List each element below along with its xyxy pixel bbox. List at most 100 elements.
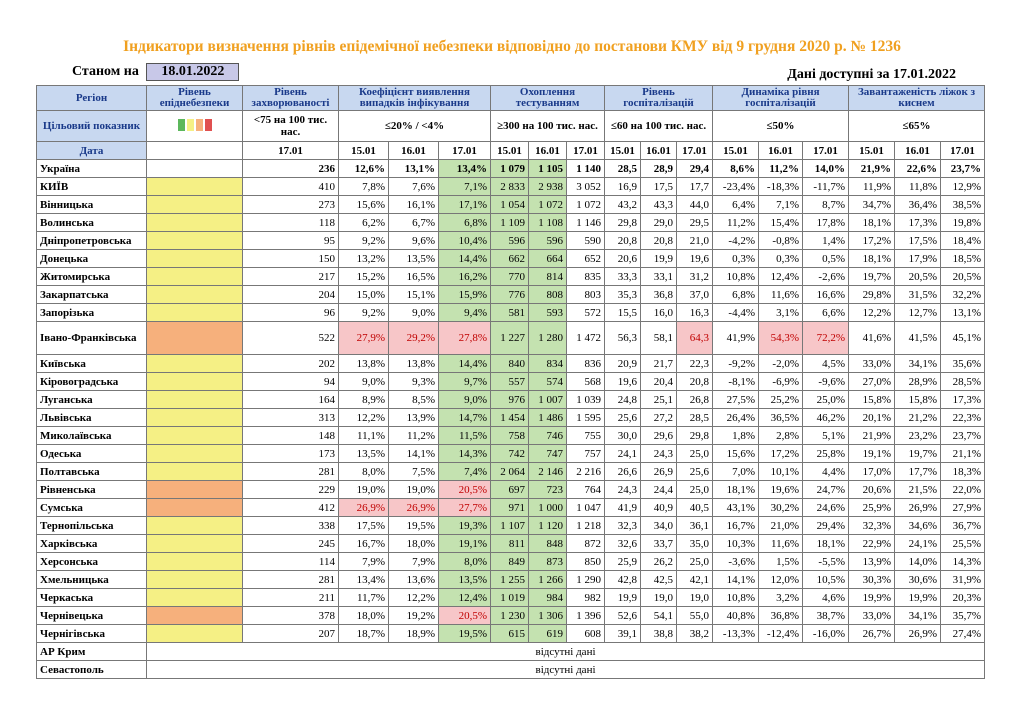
value-cell: 211 (242, 588, 339, 607)
value-cell: 596 (528, 231, 567, 250)
value-cell: 746 (528, 426, 567, 445)
value-cell: -12,4% (758, 624, 803, 643)
value-cell: 11,9% (848, 177, 895, 196)
value-cell: 10,8% (712, 267, 759, 286)
value-cell: 12,4% (438, 588, 491, 607)
value-cell: 25,0 (676, 480, 713, 499)
value-cell: 1 000 (528, 498, 567, 517)
value-cell: 4,6% (802, 588, 849, 607)
value-cell: 15,8% (894, 390, 941, 409)
value-cell: 19,0 (640, 588, 677, 607)
value-cell: 9,4% (438, 303, 491, 322)
value-cell: 593 (528, 303, 567, 322)
value-cell: 19,8% (939, 213, 986, 232)
value-cell: 1 039 (566, 390, 605, 409)
value-cell: 1 079 (490, 159, 529, 178)
value-cell: 2 938 (528, 177, 567, 196)
value-cell: 15,8% (848, 390, 895, 409)
value-cell: 984 (528, 588, 567, 607)
value-cell: 14,3% (438, 444, 491, 463)
value-cell: 13,9% (388, 408, 439, 427)
legend-swatch (204, 118, 212, 131)
level-cell (146, 159, 243, 178)
value-cell: 5,1% (802, 426, 849, 445)
value-cell: 42,8 (604, 570, 641, 589)
value-cell: 28,9 (640, 159, 677, 178)
value-cell: 21,0% (758, 516, 803, 535)
value-cell: 12,0% (758, 570, 803, 589)
level-legend-swatches (177, 118, 213, 134)
level-legend (146, 110, 243, 142)
header-level: Рівень епіднебезпеки (146, 85, 243, 111)
value-cell: 202 (242, 354, 339, 373)
value-cell: 15,0% (338, 285, 389, 304)
value-cell: 13,1% (388, 159, 439, 178)
value-cell: 30,0 (604, 426, 641, 445)
value-cell: -3,6% (712, 552, 759, 571)
value-cell: 12,4% (758, 267, 803, 286)
region-name: Севастополь (36, 660, 147, 679)
dates-row: Дата 17.01 15.01 16.01 17.01 15.01 16.01… (36, 141, 986, 160)
value-cell: 31,2 (676, 267, 713, 286)
level-cell (146, 231, 243, 250)
value-cell: 36,5% (758, 408, 803, 427)
target-label: Цільовий показник (36, 110, 147, 142)
value-cell: 96 (242, 303, 339, 322)
value-cell: 568 (566, 372, 605, 391)
available-label: Дані доступні за (787, 67, 890, 82)
value-cell: 16,6% (802, 285, 849, 304)
value-cell: 16,1% (388, 195, 439, 214)
value-cell: 572 (566, 303, 605, 322)
level-cell (146, 534, 243, 553)
value-cell: 17,3% (939, 390, 986, 409)
value-cell: 410 (242, 177, 339, 196)
target-beds: ≤65% (847, 110, 986, 142)
table-row: Сумська 412 26,9% 26,9% 27,7% 971 1 000 1 047 41… (36, 498, 986, 517)
date-cell: 17.01 (566, 141, 605, 160)
date-cell: 16.01 (640, 141, 677, 160)
value-cell: 29,5 (676, 213, 713, 232)
value-cell: 94 (242, 372, 339, 391)
value-cell: 27,4% (939, 624, 986, 643)
value-cell: 6,7% (388, 213, 439, 232)
value-cell: 17,2% (848, 231, 895, 250)
value-cell: 27,9% (338, 321, 389, 355)
value-cell: 849 (490, 552, 529, 571)
value-cell: 19,9% (848, 588, 895, 607)
value-cell: 207 (242, 624, 339, 643)
level-cell (146, 195, 243, 214)
value-cell: 29,4 (676, 159, 713, 178)
value-cell: 1 486 (528, 408, 567, 427)
value-cell: 10,5% (802, 570, 849, 589)
table-row: Херсонська 114 7,9% 7,9% 8,0% 849 873 850 25,9 26… (36, 552, 986, 571)
value-cell: 25,2% (758, 390, 803, 409)
value-cell: 16,3 (676, 303, 713, 322)
region-name: Закарпатська (36, 285, 147, 304)
value-cell: 18,9% (388, 624, 439, 643)
level-cell (146, 462, 243, 481)
value-cell: 522 (242, 321, 339, 355)
value-cell: 6,6% (802, 303, 849, 322)
value-cell: 9,7% (438, 372, 491, 391)
value-cell: -6,9% (758, 372, 803, 391)
value-cell: 35,3 (604, 285, 641, 304)
missing-data-row: АР Крим відсутні дані (36, 642, 986, 661)
page-title: Індикатори визначення рівнів епідемічної… (123, 38, 901, 55)
value-cell: 46,2% (802, 408, 849, 427)
value-cell: 7,5% (388, 462, 439, 481)
value-cell: 9,6% (388, 231, 439, 250)
value-cell: 20,6% (848, 480, 895, 499)
header-beds: Завантаженість ліжок з киснем (847, 85, 986, 111)
value-cell: 34,1% (894, 606, 941, 625)
value-cell: 1 120 (528, 516, 567, 535)
value-cell: 32,2% (939, 285, 986, 304)
value-cell: 13,4% (338, 570, 389, 589)
value-cell: 3,2% (758, 588, 803, 607)
value-cell: 982 (566, 588, 605, 607)
header-hosp: Рівень госпіталізацій (604, 85, 713, 111)
value-cell: 13,1% (939, 303, 986, 322)
value-cell: 1 007 (528, 390, 567, 409)
value-cell: 281 (242, 570, 339, 589)
value-cell: 664 (528, 249, 567, 268)
value-cell: 16,0 (640, 303, 677, 322)
